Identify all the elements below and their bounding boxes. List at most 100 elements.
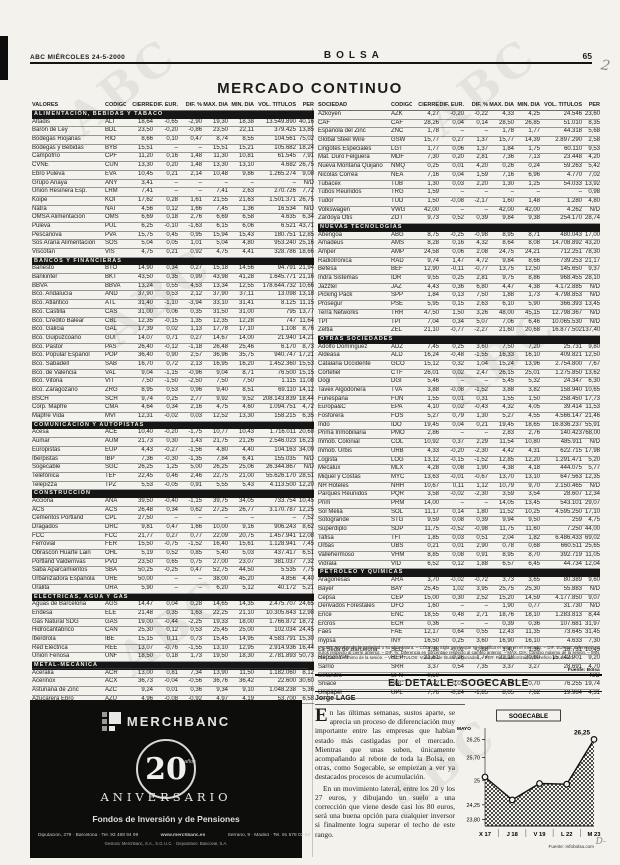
stock-value: 0,34 [166,404,178,411]
stock-value: 1,78 [502,128,514,135]
stock-name: Asturiana de Zinc [32,687,79,694]
stock-value: 7,50 [242,378,254,385]
stock-value: 44,00 [584,526,600,532]
stock-value: 6,45 [528,560,540,567]
stock-value: 12,95 [238,644,254,651]
stock-value: 18.731 [563,646,582,653]
stock-value: 0,77 [190,532,202,539]
stock-name: Aragonesas [318,577,351,584]
stock-value: 1,75 [528,145,540,152]
stock-value: -1,55 [474,352,488,359]
stock-value: 1,59 [476,171,488,178]
stock-value: 768,00 [582,430,600,437]
stock-value: 0,03 [190,413,202,420]
stock-value: – [578,189,582,196]
stock-name: Urbas [318,543,335,550]
stock-value: 9,10 [242,687,254,694]
stock-value: 8,28 [427,240,439,247]
stock-value: 8,12 [302,669,314,676]
stock-value: 8,86 [528,275,540,282]
stock-value: 1,01 [190,240,202,247]
stock-value: 25,00 [238,627,254,634]
stock-value: IBE [105,635,115,642]
table-column-headers: SOCIEDAD CÓDIGO CIERRE DIF. EUR. DIF. % MÁX. … [318,100,600,111]
stock-value: ZOT [391,215,403,222]
stock-value: 10.305.643 [265,609,296,616]
stock-value: PRM [391,499,405,506]
stock-value: 0,27 [190,334,202,341]
stock-value: 8,95 [502,231,514,238]
stock-value: 0,25 [452,343,464,350]
stock-value: 2.897.290 [555,137,582,144]
stock-value: CAF [391,119,403,126]
stock-value: ACX [105,678,118,685]
table-row: Global Steel Wire GSW 15,77 0,27 1,37 15,77 14… [318,137,600,146]
stock-value: 39.414 [563,404,582,411]
stock-value: 1,78 [427,128,439,135]
stock-value: 16,10 [524,637,540,644]
stock-value: -2,90 [188,118,202,125]
stock-value: 9,92 [216,395,228,402]
stock-value: -1,85 [474,690,488,697]
stock-value: ACS [105,506,118,513]
stock-name: Altadis [32,118,51,125]
stock-value: 13,85 [298,127,314,134]
stock-value: BAY [391,585,403,592]
stock-name: Telefónica [32,472,60,479]
stock-name: Bco. Popular Español [32,352,90,359]
stock-value: – [484,206,488,213]
stock-name: Unión Resinera Esp. [32,188,88,195]
stock-name: Barón de Ley [32,127,68,134]
stock-value: -0,44 [164,618,178,625]
stock-value: 7,04 [427,318,439,325]
stock-value: 3,65 [528,577,540,584]
stock-value: 36,40 [137,352,153,359]
stock-value: 0,06 [166,308,178,315]
stock-value: 14,67 [212,334,228,341]
stock-value: -1,52 [474,387,488,393]
stock-value: 7,41 [216,188,228,195]
stock-value: 4,19 [242,695,254,702]
stock-value: FOS [391,413,404,420]
stock-name: La Seda de Barcelona [318,646,378,653]
stock-value: – [536,189,540,196]
stock-value: 55,91 [584,421,600,428]
stock-value: 0,16 [452,240,464,247]
stock-value: 14,21 [298,334,314,341]
stock-name: Amadeus [318,240,344,247]
stock-value: 15,77 [423,137,439,144]
stock-value: 444.075 [560,465,582,472]
stock-value: CTF [391,369,403,376]
stock-value: 0,36 [427,620,439,627]
stock-value: 0,73 [190,635,202,642]
stock-name: Endesa [32,609,53,616]
stock-value: SGC [105,464,119,471]
stock-value: TEF [105,472,117,479]
stock-name: Superdiplo [318,526,347,532]
table-row: Inmob. Urbis URB 4,33 -0,20 -2,30 4,42 4,31 622… [318,448,600,457]
column-header: MÍN. DÍA [517,102,540,109]
stock-value: 6,58 [302,695,314,702]
stock-value: 0,39 [476,215,488,222]
stock-value: 11,54 [499,439,514,446]
stock-value: 21,63 [238,196,254,203]
stock-value: – [174,584,178,591]
stock-value: 7,13 [528,154,540,161]
stock-value: FUN [391,395,404,402]
stock-value: 9,08 [302,170,314,177]
stock-value: 4.262 [566,206,582,213]
stock-value: 0,52 [166,550,178,557]
stock-value: SBA [105,567,118,574]
stock-value: 0,91 [476,552,488,559]
stock-value: 0,02 [452,681,464,688]
table-row: NH Hoteles NHH 10,67 0,11 1,12 10,79 9,70 2.150… [318,483,600,492]
stock-value: 17,00 [584,231,600,238]
stock-value: 1,30 [476,413,488,420]
stock-value: 1.452.360 [269,360,296,367]
stock-value: 39,75 [212,497,228,504]
stock-value: 8,08 [528,240,540,247]
stock-value: 12,98 [298,609,314,616]
stock-value: 15,50 [137,541,153,548]
stock-value: DRC [105,524,118,530]
stock-value: – [460,430,464,437]
